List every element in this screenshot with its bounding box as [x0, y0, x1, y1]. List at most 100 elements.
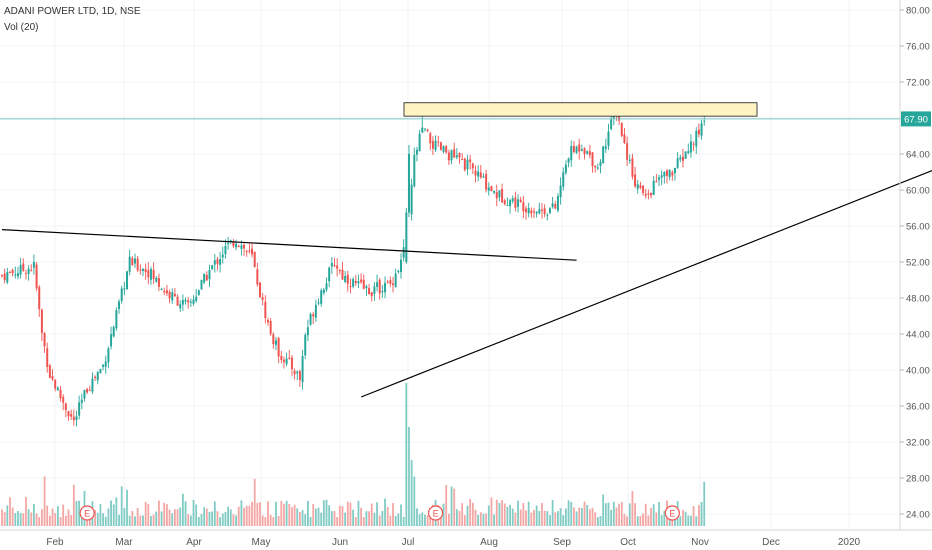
candle-body: [219, 259, 222, 265]
candle-body: [120, 288, 123, 301]
candle-body: [695, 130, 698, 147]
candle-body: [525, 208, 528, 213]
volume-bar: [453, 488, 456, 526]
candle-body: [94, 376, 97, 379]
candle-body: [596, 167, 599, 169]
candle-body: [673, 167, 676, 174]
volume-bar: [245, 505, 248, 526]
volume-bar: [205, 508, 208, 526]
candle-body: [562, 172, 565, 187]
volume-bar: [155, 511, 158, 526]
volume-bar: [195, 504, 198, 526]
candle-body: [341, 269, 344, 280]
volume-bar: [200, 513, 203, 526]
candle-body: [38, 287, 41, 310]
candle-body: [136, 258, 139, 271]
candle-body: [88, 389, 91, 391]
volume-bar: [381, 511, 384, 526]
candle-body: [647, 193, 650, 195]
volume-bar: [33, 504, 35, 526]
candle-body: [461, 159, 464, 161]
volume-bar: [487, 505, 490, 526]
candle-body: [245, 250, 248, 252]
earnings-marker-icon: [664, 505, 680, 521]
candle-body: [134, 258, 136, 264]
candle-body: [293, 370, 296, 375]
candle-body: [530, 210, 533, 214]
candle-body: [479, 172, 482, 178]
volume-bar: [322, 500, 325, 526]
candle-body: [567, 158, 570, 163]
candle-body: [157, 278, 160, 287]
volume-bar: [176, 509, 179, 526]
volume-bar: [192, 500, 195, 526]
candle-body: [208, 270, 211, 280]
y-tick-label: 32.00: [906, 438, 930, 449]
candle-body: [147, 270, 150, 278]
candle-body: [487, 187, 490, 191]
candle-body: [607, 131, 610, 146]
volume-bar: [557, 511, 559, 526]
volume-bar: [400, 504, 402, 526]
candle-body: [636, 184, 639, 189]
candle-body: [594, 166, 597, 168]
volume-bar: [461, 503, 464, 526]
candle-body: [6, 272, 9, 283]
candle-body: [152, 270, 155, 280]
candle-body: [679, 157, 682, 160]
volume-bar: [296, 508, 299, 526]
candle-body: [437, 141, 440, 143]
volume-bar: [647, 515, 650, 526]
volume-bar: [174, 509, 176, 526]
candle-body: [610, 118, 613, 130]
candle-body: [650, 192, 653, 196]
candle-body: [280, 356, 283, 360]
volume-bar: [445, 485, 448, 526]
y-tick-label: 60.00: [906, 186, 930, 197]
chart-grid: [0, 0, 900, 530]
candle-body: [312, 314, 315, 317]
volume-bar: [277, 515, 280, 526]
volume-bar: [35, 513, 38, 526]
y-tick-label: 64.00: [906, 150, 930, 161]
candle-body: [314, 304, 317, 318]
candle-body: [620, 123, 623, 136]
y-tick-label: 24.00: [906, 510, 930, 521]
volume-bar: [275, 501, 277, 526]
volume-bar: [527, 501, 530, 526]
volume-bar: [264, 517, 267, 526]
volume-bar: [3, 512, 6, 526]
y-tick-label: 28.00: [906, 474, 930, 485]
candle-body: [232, 241, 235, 247]
candle-body: [644, 193, 647, 196]
candle-body: [86, 389, 89, 393]
volume-bar: [586, 505, 589, 526]
candle-body: [660, 175, 663, 178]
candle-body: [32, 261, 35, 268]
candle-body: [16, 273, 19, 277]
volume-bar: [6, 505, 9, 526]
candle-body: [75, 416, 78, 421]
candle-body: [368, 288, 371, 295]
candle-body: [317, 302, 320, 304]
volume-bar: [426, 515, 429, 526]
volume-bar: [408, 427, 410, 526]
volume-bar: [243, 507, 245, 526]
volume-bar: [160, 511, 163, 526]
volume-bar: [418, 514, 421, 526]
candle-body: [139, 269, 142, 271]
candle-body: [144, 268, 147, 273]
candle-body: [639, 185, 642, 188]
volume-bar: [251, 501, 253, 526]
x-tick-label: Jul: [402, 537, 415, 548]
candle-body: [471, 163, 474, 169]
candle-body: [346, 274, 349, 284]
volume-bar: [293, 504, 296, 526]
volume-bar: [562, 515, 565, 526]
candle-body: [509, 200, 512, 207]
candle-body: [126, 271, 129, 289]
candle-body: [288, 357, 291, 359]
volume-bar: [498, 502, 501, 526]
volume-bar: [126, 489, 128, 526]
